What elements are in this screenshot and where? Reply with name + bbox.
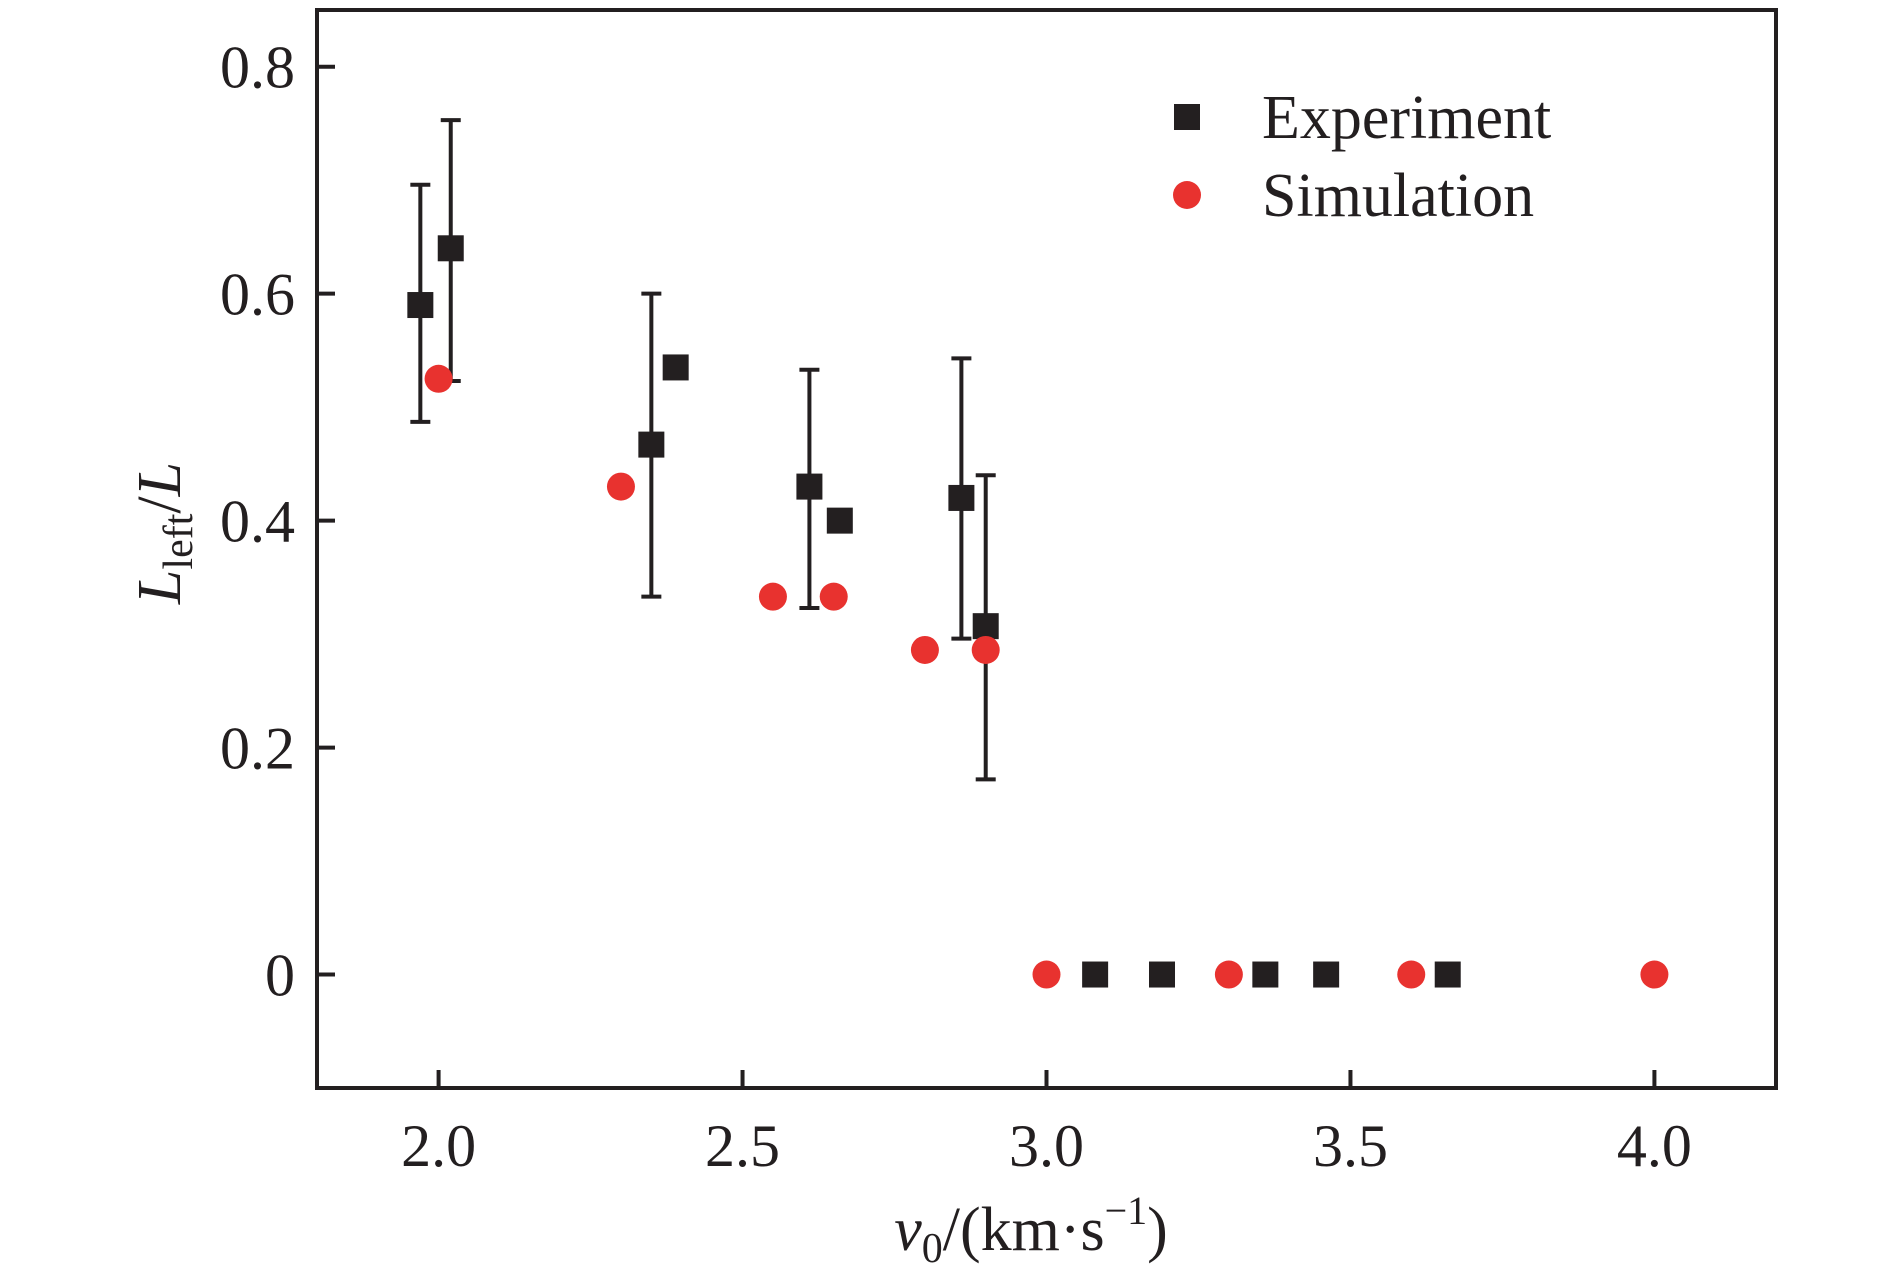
error-bars bbox=[410, 118, 996, 782]
y-axis-slash: / bbox=[126, 496, 194, 514]
experiment-point bbox=[1434, 961, 1461, 988]
y-axis-var-subscript: left bbox=[156, 513, 202, 569]
simulation-point bbox=[971, 635, 1000, 664]
x-axis-var-subscript: 0 bbox=[922, 1226, 943, 1272]
legend-experiment-marker bbox=[1174, 104, 1200, 130]
simulation-point bbox=[1032, 960, 1061, 989]
simulation-point bbox=[819, 582, 848, 611]
y-axis-title: Lleft/L bbox=[126, 462, 202, 605]
experiment-point bbox=[638, 431, 665, 458]
legend-simulation-label: Simulation bbox=[1262, 162, 1534, 230]
x-tick-label: 2.5 bbox=[705, 1113, 780, 1179]
simulation-point bbox=[758, 582, 787, 611]
y-tick-label: 0.8 bbox=[220, 35, 295, 101]
simulation-series bbox=[424, 364, 1669, 989]
y-tick-label: 0.6 bbox=[220, 262, 295, 328]
experiment-point bbox=[796, 473, 823, 500]
y-tick-label: 0.4 bbox=[220, 489, 295, 555]
y-axis-var: L bbox=[126, 570, 194, 605]
experiment-point bbox=[1149, 961, 1176, 988]
x-axis-unit-prefix: /(km·s bbox=[943, 1196, 1105, 1264]
y-tick-label: 0 bbox=[265, 943, 295, 1009]
x-tick-label: 2.0 bbox=[401, 1113, 476, 1179]
experiment-point bbox=[826, 507, 853, 534]
experiment-point bbox=[972, 613, 999, 640]
y-tick-label: 0.2 bbox=[220, 716, 295, 782]
simulation-point bbox=[1640, 960, 1669, 989]
x-tick-label: 3.5 bbox=[1313, 1113, 1388, 1179]
x-axis-unit-suffix: ) bbox=[1147, 1196, 1168, 1264]
axis-ticks: 2.0 2.5 3.0 3.5 4.0 0 0.2 0.4 0.6 0.8 bbox=[220, 35, 1692, 1179]
legend-simulation-marker bbox=[1173, 181, 1201, 209]
y-axis-var2: L bbox=[126, 462, 194, 497]
x-tick-label: 3.0 bbox=[1009, 1113, 1084, 1179]
experiment-point bbox=[437, 235, 464, 262]
legend-experiment-label: Experiment bbox=[1262, 84, 1551, 152]
experiment-point bbox=[662, 354, 689, 381]
simulation-point bbox=[424, 364, 453, 393]
experiment-point bbox=[1313, 961, 1340, 988]
x-axis-unit-superscript: −1 bbox=[1105, 1188, 1148, 1233]
x-tick-label: 4.0 bbox=[1617, 1113, 1692, 1179]
plot-frame bbox=[315, 8, 1778, 1090]
simulation-point bbox=[1397, 960, 1426, 989]
experiment-series bbox=[407, 235, 1461, 988]
x-axis-title: v0/(km·s−1) bbox=[894, 1188, 1168, 1272]
experiment-point bbox=[1252, 961, 1279, 988]
legend: Experiment Simulation bbox=[1173, 84, 1551, 230]
experiment-point bbox=[1082, 961, 1109, 988]
x-axis-var: v bbox=[894, 1196, 922, 1264]
experiment-point bbox=[948, 484, 975, 511]
simulation-point bbox=[1214, 960, 1243, 989]
simulation-point bbox=[606, 472, 635, 501]
simulation-point bbox=[910, 635, 939, 664]
experiment-point bbox=[407, 292, 434, 319]
